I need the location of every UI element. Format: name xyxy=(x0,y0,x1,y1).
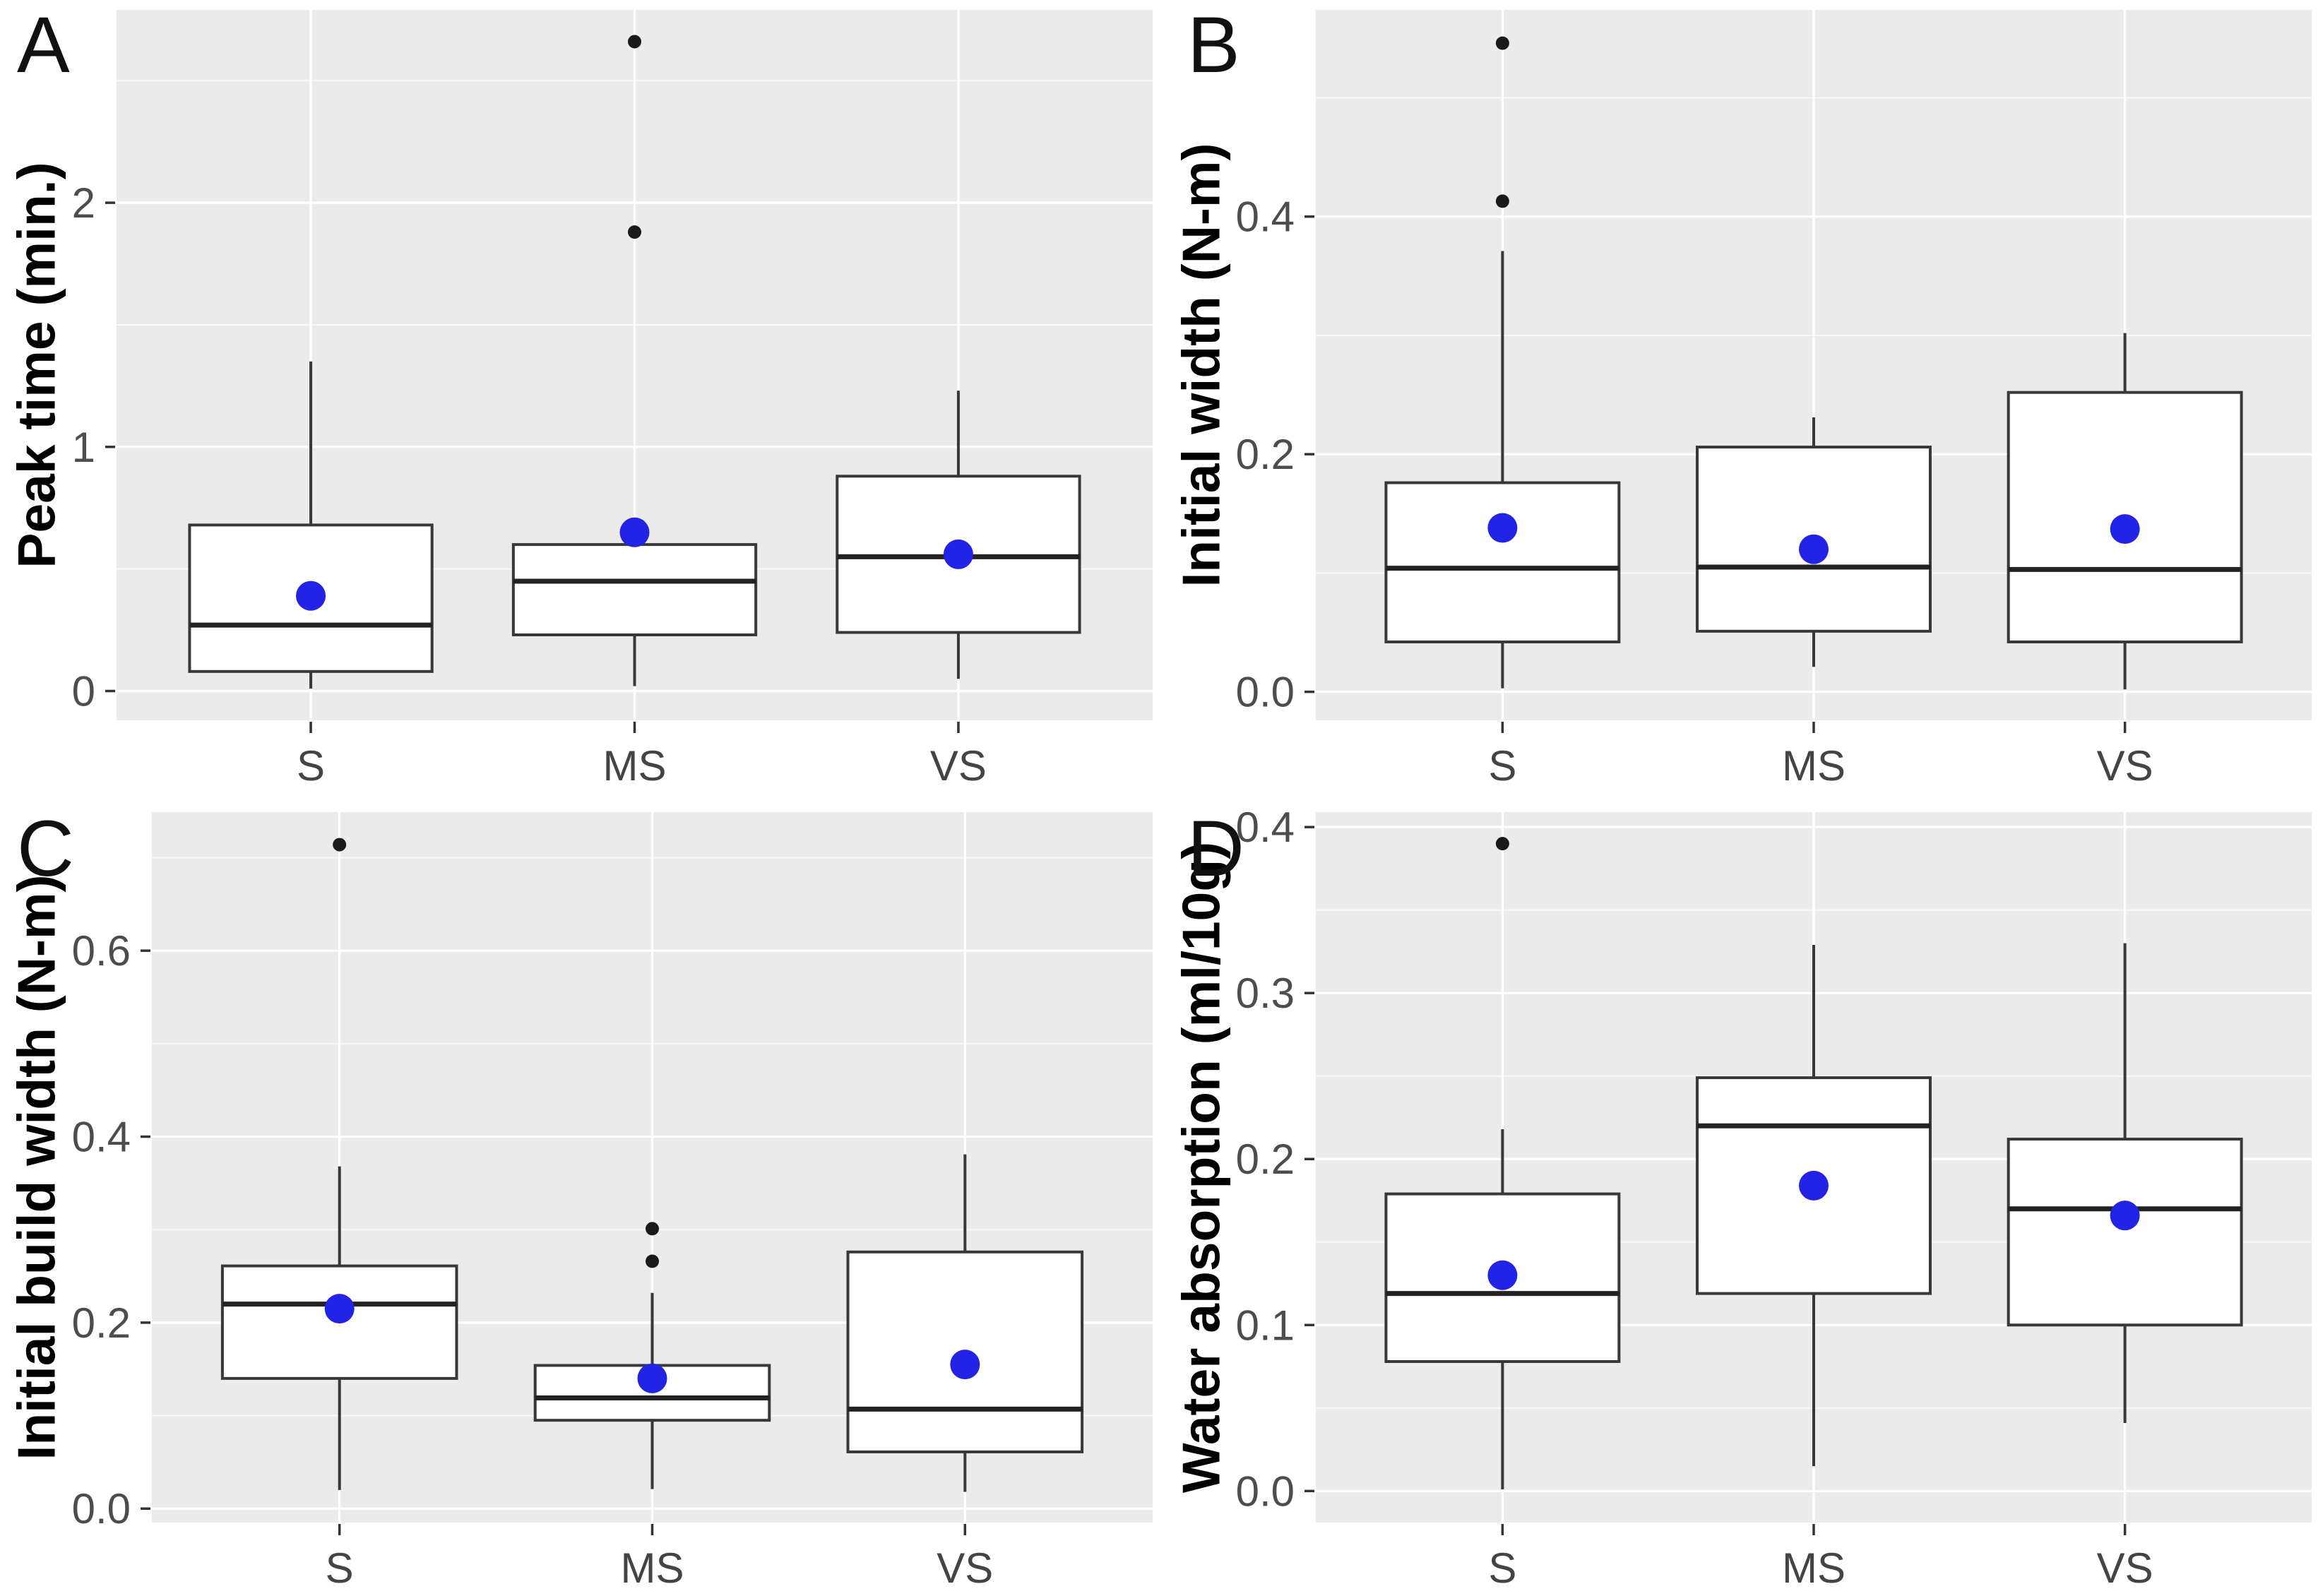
outlier-point-MS xyxy=(628,225,641,239)
outlier-point-S xyxy=(1495,36,1509,50)
y-tick-label: 0.2 xyxy=(1236,1136,1295,1183)
panel-a: A Peak time (min.) 0 1 2 S MS VS xyxy=(0,0,1159,798)
mean-dot-MS xyxy=(1799,534,1829,564)
mean-dot-MS xyxy=(637,1363,667,1393)
panel-tag-a: A xyxy=(17,1,70,89)
y-tick-label: 0.6 xyxy=(72,927,131,975)
boxplot-svg-d: 0.0 0.1 0.2 0.3 0.4 S MS VS xyxy=(1236,804,2312,1592)
x-category-label: MS xyxy=(1782,742,1846,790)
y-tick-label: 0.4 xyxy=(1236,804,1295,851)
mean-dot-MS xyxy=(619,517,650,547)
outlier-point-S xyxy=(1495,837,1509,851)
y-axis-title-a: Peak time (min.) xyxy=(6,162,66,568)
boxplot-svg-a: 0 1 2 S MS VS xyxy=(72,10,1153,790)
x-category-label: VS xyxy=(930,742,987,790)
x-category-label: S xyxy=(297,742,325,790)
y-tick-label: 2 xyxy=(72,179,95,227)
boxplot-svg-c: 0.0 0.2 0.4 0.6 S MS VS xyxy=(72,812,1153,1592)
outlier-point-MS xyxy=(646,1222,659,1236)
x-category-label: VS xyxy=(2097,1544,2153,1592)
y-tick-label: 0.1 xyxy=(1236,1302,1295,1349)
x-category-label: VS xyxy=(2097,742,2153,790)
panel-b: B Initial width (N-m) 0.0 0.2 0.4 S MS VS xyxy=(1159,0,2318,798)
x-category-label: MS xyxy=(603,742,667,790)
mean-dot-VS xyxy=(2110,514,2140,544)
box-MS xyxy=(511,543,758,637)
mean-dot-VS xyxy=(950,1350,980,1380)
mean-dot-VS xyxy=(943,539,973,569)
y-tick-label: 0.4 xyxy=(1236,193,1295,241)
panel-c: C Initial build width (N-m) 0.0 0.2 0.4 0.6… xyxy=(0,798,1159,1596)
box-S xyxy=(1384,481,1621,643)
x-category-label: S xyxy=(1488,742,1516,790)
x-category-label: MS xyxy=(621,1544,684,1592)
mean-dot-S xyxy=(324,1294,355,1324)
y-tick-label: 0 xyxy=(72,668,95,715)
x-category-label: MS xyxy=(1782,1544,1846,1592)
outlier-point-S xyxy=(333,838,347,852)
y-tick-label: 0.0 xyxy=(1236,669,1295,716)
y-tick-label: 0.0 xyxy=(1236,1467,1295,1515)
y-tick-label: 0.0 xyxy=(72,1485,131,1532)
mean-dot-S xyxy=(1487,513,1518,543)
mean-dot-S xyxy=(296,580,326,611)
y-tick-label: 0.2 xyxy=(72,1299,131,1347)
y-axis-title-c: Initial build width (N-m) xyxy=(6,874,66,1460)
y-tick-label: 0.4 xyxy=(72,1114,131,1161)
y-tick-label: 1 xyxy=(72,424,95,471)
panel-d: D Water absorption (ml/10g) 0.0 0.1 0.2 0.3… xyxy=(1159,798,2318,1596)
box-VS xyxy=(2007,1138,2243,1327)
panel-tag-c: C xyxy=(17,804,74,893)
outlier-point-MS xyxy=(628,35,641,49)
mean-dot-MS xyxy=(1799,1170,1829,1201)
x-category-label: S xyxy=(1488,1544,1516,1592)
mean-dot-S xyxy=(1487,1260,1518,1290)
y-axis-title-d: Water absorption (ml/10g) xyxy=(1171,841,1231,1494)
y-tick-label: 0.2 xyxy=(1236,431,1295,478)
panel-tag-d: D xyxy=(1187,804,1244,893)
mean-dot-VS xyxy=(2110,1201,2140,1231)
y-axis-title-b: Initial width (N-m) xyxy=(1171,143,1231,588)
boxplot-svg-b: 0.0 0.2 0.4 S MS VS xyxy=(1236,10,2312,790)
x-category-label: S xyxy=(326,1544,354,1592)
y-tick-label: 0.3 xyxy=(1236,970,1295,1017)
outlier-point-MS xyxy=(646,1254,659,1268)
outlier-point-S xyxy=(1495,194,1509,208)
x-category-label: VS xyxy=(937,1544,993,1592)
panel-tag-b: B xyxy=(1187,1,1240,89)
